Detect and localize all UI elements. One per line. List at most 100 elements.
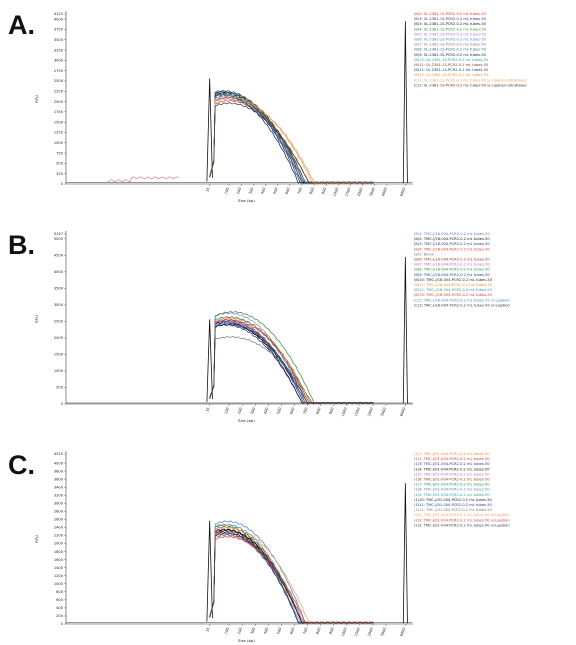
x-tick-label: 400 bbox=[263, 626, 269, 634]
y-tick-label: 1000 bbox=[54, 141, 64, 145]
panel-c: C. 0 200 400 600 800 1000 1200 1400 1600 1800 2000… bbox=[0, 440, 576, 645]
x-tick-label: 1000 bbox=[341, 626, 348, 637]
y-tick-label: 3000 bbox=[54, 501, 64, 505]
y-tick-label: 3250 bbox=[54, 48, 64, 52]
x-tick-label: 3000 bbox=[380, 406, 387, 417]
y-tick-label: 2200 bbox=[54, 534, 64, 538]
x-tick-label: 300 bbox=[250, 406, 256, 414]
legend-entry: (B)9: 0L-2381-1S-PCR2-0.2 mL tubes-50 bbox=[414, 53, 487, 57]
legend-entry: (1)10: TMC-J/01-004-PCR2-0.2 mL tubes-50 bbox=[414, 498, 493, 502]
series-line bbox=[209, 529, 374, 624]
x-tick-label: 500 bbox=[273, 186, 279, 194]
legend-entry: (B)5: Blank bbox=[414, 252, 435, 256]
y-tick-label: 3200 bbox=[54, 493, 64, 497]
x-tick-label: 2000 bbox=[367, 626, 374, 637]
legend-entry: (B)10: 0L-2381-1S-PCR2-0.2 mL tubes-50 bbox=[414, 58, 489, 62]
y-tick-label: 1200 bbox=[54, 574, 64, 578]
series-line bbox=[209, 528, 374, 624]
chart-a: 0 250 500 750 1000 1250 1500 1750 2000 2250 2500 27… bbox=[34, 11, 527, 203]
legend-entry: (1)3: TMC-J/01-004-PCR2-0.2 mL tubes-50 bbox=[414, 462, 490, 466]
y-tick-label: 5147 bbox=[54, 232, 63, 236]
y-tick-label: 2400 bbox=[54, 526, 64, 530]
y-tick-label: 500 bbox=[56, 162, 64, 166]
y-tick-label: 2000 bbox=[54, 100, 64, 104]
y-tick-label: 3400 bbox=[54, 485, 64, 489]
x-tick-label: 6000 bbox=[399, 186, 406, 197]
legend-entry: (1)5: TMC-J/01-004-PCR2-0.2 mL tubes-50 bbox=[414, 472, 490, 476]
y-tick-label: 4125 bbox=[54, 12, 63, 16]
y-tick-label: 4000 bbox=[54, 17, 64, 21]
series-line bbox=[209, 91, 374, 184]
y-tick-label: 3000 bbox=[54, 59, 64, 63]
x-tick-label: 800 bbox=[309, 186, 315, 194]
legend-entry: (2)3: TMC-J/01-004-PCR2-0.2 mL tubes-50 … bbox=[414, 523, 510, 527]
legend-entry: (2)1: TMC-J/01-004-PCR2-0.2 mL tubes-50 … bbox=[414, 513, 510, 517]
y-tick-label: 3000 bbox=[54, 303, 64, 307]
y-tick-label: 2800 bbox=[54, 510, 64, 514]
x-tick-label: 500 bbox=[276, 406, 282, 414]
series-line bbox=[209, 534, 374, 624]
y-tick-label: 0 bbox=[61, 622, 64, 626]
x-tick-label: 900 bbox=[329, 626, 335, 634]
x-tick-label: 800 bbox=[315, 626, 321, 634]
legend-entry: (1)1: TMC-J/01-004-PCR2-0.2 mL tubes-50 bbox=[414, 452, 490, 456]
series-line bbox=[209, 97, 374, 184]
legend-entry: (B)6: 0L-2381-1S-PCR2-0.2 mL tubes-50 bbox=[414, 38, 487, 42]
y-tick-label: 3750 bbox=[54, 28, 64, 32]
legend-entry: (B)6: TMC-J/18-004-PCR2-0.2 mL tubes-50 bbox=[414, 258, 490, 262]
legend-entry: (B)3: 0L-2381-1S-PCR2-0.2 mL tubes-50 bbox=[414, 22, 487, 26]
y-tick-label: 4225 bbox=[54, 452, 63, 456]
y-tick-label: 2000 bbox=[54, 542, 64, 546]
legend-entry: (B)3: TMC-J/18-004-PCR2-0.2 mL tubes-50 bbox=[414, 242, 490, 246]
series-line bbox=[209, 532, 374, 624]
y-tick-label: 1250 bbox=[54, 131, 64, 135]
series-line bbox=[209, 94, 374, 184]
legend-entry: (B)3: 0L-2381-1S-PCR2-0.2 mL tubes-50 bbox=[414, 17, 487, 21]
legend-entry: (B)4: TMC-J/18-004-PCR2-0.2 mL tubes-50 bbox=[414, 247, 490, 251]
x-tick-label: 100 bbox=[224, 626, 230, 634]
x-tick-label: 900 bbox=[329, 406, 335, 414]
y-axis-title: RFU bbox=[34, 315, 39, 323]
x-tick-label: 600 bbox=[289, 626, 295, 634]
y-tick-label: 0 bbox=[61, 182, 64, 186]
series-line bbox=[209, 99, 374, 184]
legend-entry: (C)2: TMC-J/18-004-PCR2-0.2 mL tubes-50 … bbox=[414, 298, 510, 302]
y-tick-label: 800 bbox=[56, 590, 64, 594]
series-line bbox=[209, 523, 374, 624]
series-line bbox=[209, 99, 374, 184]
y-tick-label: 200 bbox=[56, 614, 64, 618]
legend-entry: (1)2: TMC-J/01-004-PCR2-0.2 mL tubes-50 bbox=[414, 457, 490, 461]
series-line bbox=[209, 320, 374, 404]
series-line bbox=[209, 90, 374, 184]
y-tick-label: 0 bbox=[61, 402, 64, 406]
y-axis-title: RFU bbox=[34, 95, 39, 103]
x-axis-title: Size (bp) bbox=[238, 638, 255, 643]
x-tick-label: 2000 bbox=[357, 186, 364, 197]
series-line bbox=[209, 321, 374, 404]
y-tick-label: 5000 bbox=[54, 237, 64, 241]
legend-entry: (B)8: 0L-2381-1S-PCR2-0.2 mL tubes-50 bbox=[414, 48, 487, 52]
panel-letter: B. bbox=[8, 230, 35, 260]
x-tick-label: 600 bbox=[289, 406, 295, 414]
x-tick-label: 600 bbox=[285, 186, 291, 194]
lower-marker-peak bbox=[206, 319, 213, 403]
series-line bbox=[209, 320, 374, 404]
legend-entry: (C)2: 0L-2381-1S-PCR2-0.2 mL tubes-50 ul… bbox=[414, 83, 527, 87]
series-line bbox=[209, 533, 374, 624]
legend-entry: (B)5: 0L-2381-1S-PCR2-0.2 mL tubes-50 bbox=[414, 32, 487, 36]
panel-letter: C. bbox=[8, 450, 35, 480]
x-tick-label: 35 bbox=[205, 407, 210, 413]
x-tick-label: 800 bbox=[315, 406, 321, 414]
x-tick-label: 1000 bbox=[332, 186, 339, 197]
x-tick-label: 6000 bbox=[399, 406, 406, 417]
x-tick-label: 400 bbox=[260, 186, 266, 194]
series-line bbox=[209, 318, 374, 404]
legend-entry: (B)2: 0L-2381-1S-PCR2-0.2 mL tubes-50 bbox=[414, 12, 487, 16]
legend-entry: (B)12: 0L-2381-1S-PCR2-0.2 mL tubes-50 bbox=[414, 68, 489, 72]
series-line bbox=[209, 528, 374, 624]
x-tick-label: 1500 bbox=[354, 626, 361, 637]
series-line bbox=[209, 312, 374, 404]
x-tick-label: 35 bbox=[205, 627, 210, 633]
y-tick-label: 1600 bbox=[54, 558, 64, 562]
series-line bbox=[209, 322, 374, 404]
